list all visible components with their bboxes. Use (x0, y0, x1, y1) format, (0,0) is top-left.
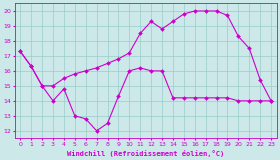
X-axis label: Windchill (Refroidissement éolien,°C): Windchill (Refroidissement éolien,°C) (67, 150, 224, 156)
